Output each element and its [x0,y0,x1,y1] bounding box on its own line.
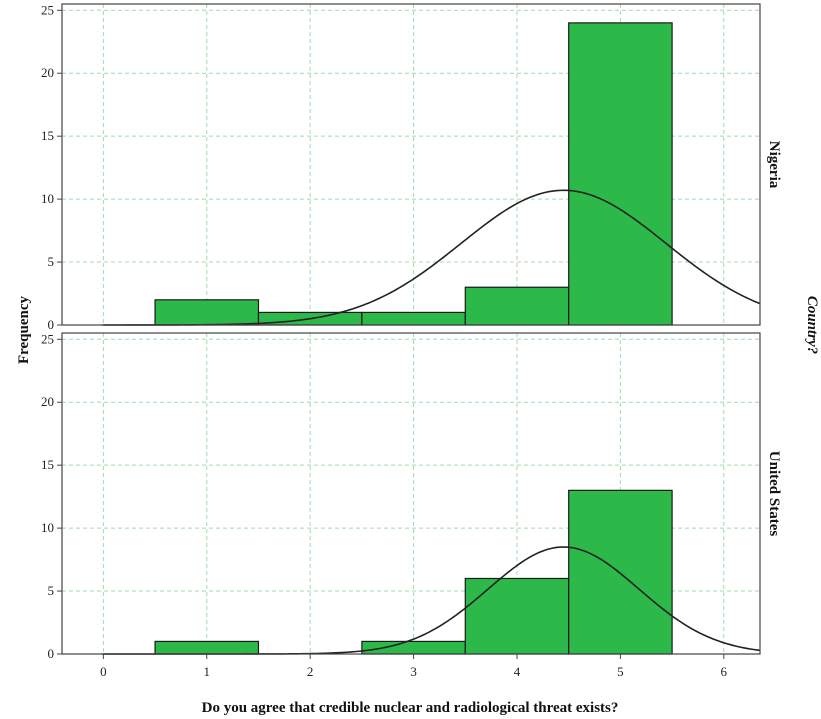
y-tick-label: 5 [48,254,55,269]
histogram-bar [568,489,673,655]
facet-title: Country? [804,296,820,354]
plot-frame [61,3,761,326]
x-tick-label: 4 [514,664,521,679]
facet-panels: 0 5 10 15 20 25 Nigeria 0 5 10 15 20 25 United States [41,2,782,661]
y-axis-title: Frequency [16,295,32,364]
y-tick-label: 0 [48,646,55,661]
plot-frame [61,332,761,655]
y-tick-label: 5 [48,583,55,598]
x-axis: 0 1 2 3 4 5 6 [100,654,728,679]
y-tick-label: 25 [41,2,54,17]
histogram-bar [154,640,260,655]
y-tick-label: 15 [41,457,54,472]
y-tick-label: 0 [48,317,55,332]
x-tick-label: 3 [410,664,417,679]
facet-label: Nigeria [766,141,782,189]
y-tick-label: 15 [41,128,54,143]
x-tick-label: 6 [721,664,728,679]
histogram-bar [568,22,673,326]
histogram-bar [464,286,570,326]
x-tick-label: 0 [100,664,107,679]
x-tick-label: 2 [307,664,314,679]
facet-panel: 0 5 10 15 20 25 United States [41,331,782,661]
y-tick-label: 10 [41,520,54,535]
histogram-bar [361,311,466,326]
x-axis-title: Do you agree that credible nuclear and r… [202,700,619,716]
y-tick-label: 10 [41,191,54,206]
x-tick-label: 1 [204,664,211,679]
y-tick-label: 20 [41,65,54,80]
histogram-bar [154,299,260,326]
histogram-bar [464,577,570,655]
facet-panel: 0 5 10 15 20 25 Nigeria [41,2,782,332]
facet-label: United States [766,451,782,537]
histogram-bar [361,640,466,655]
y-tick-label: 25 [41,331,54,346]
x-tick-label: 5 [617,664,624,679]
y-tick-label: 20 [41,394,54,409]
